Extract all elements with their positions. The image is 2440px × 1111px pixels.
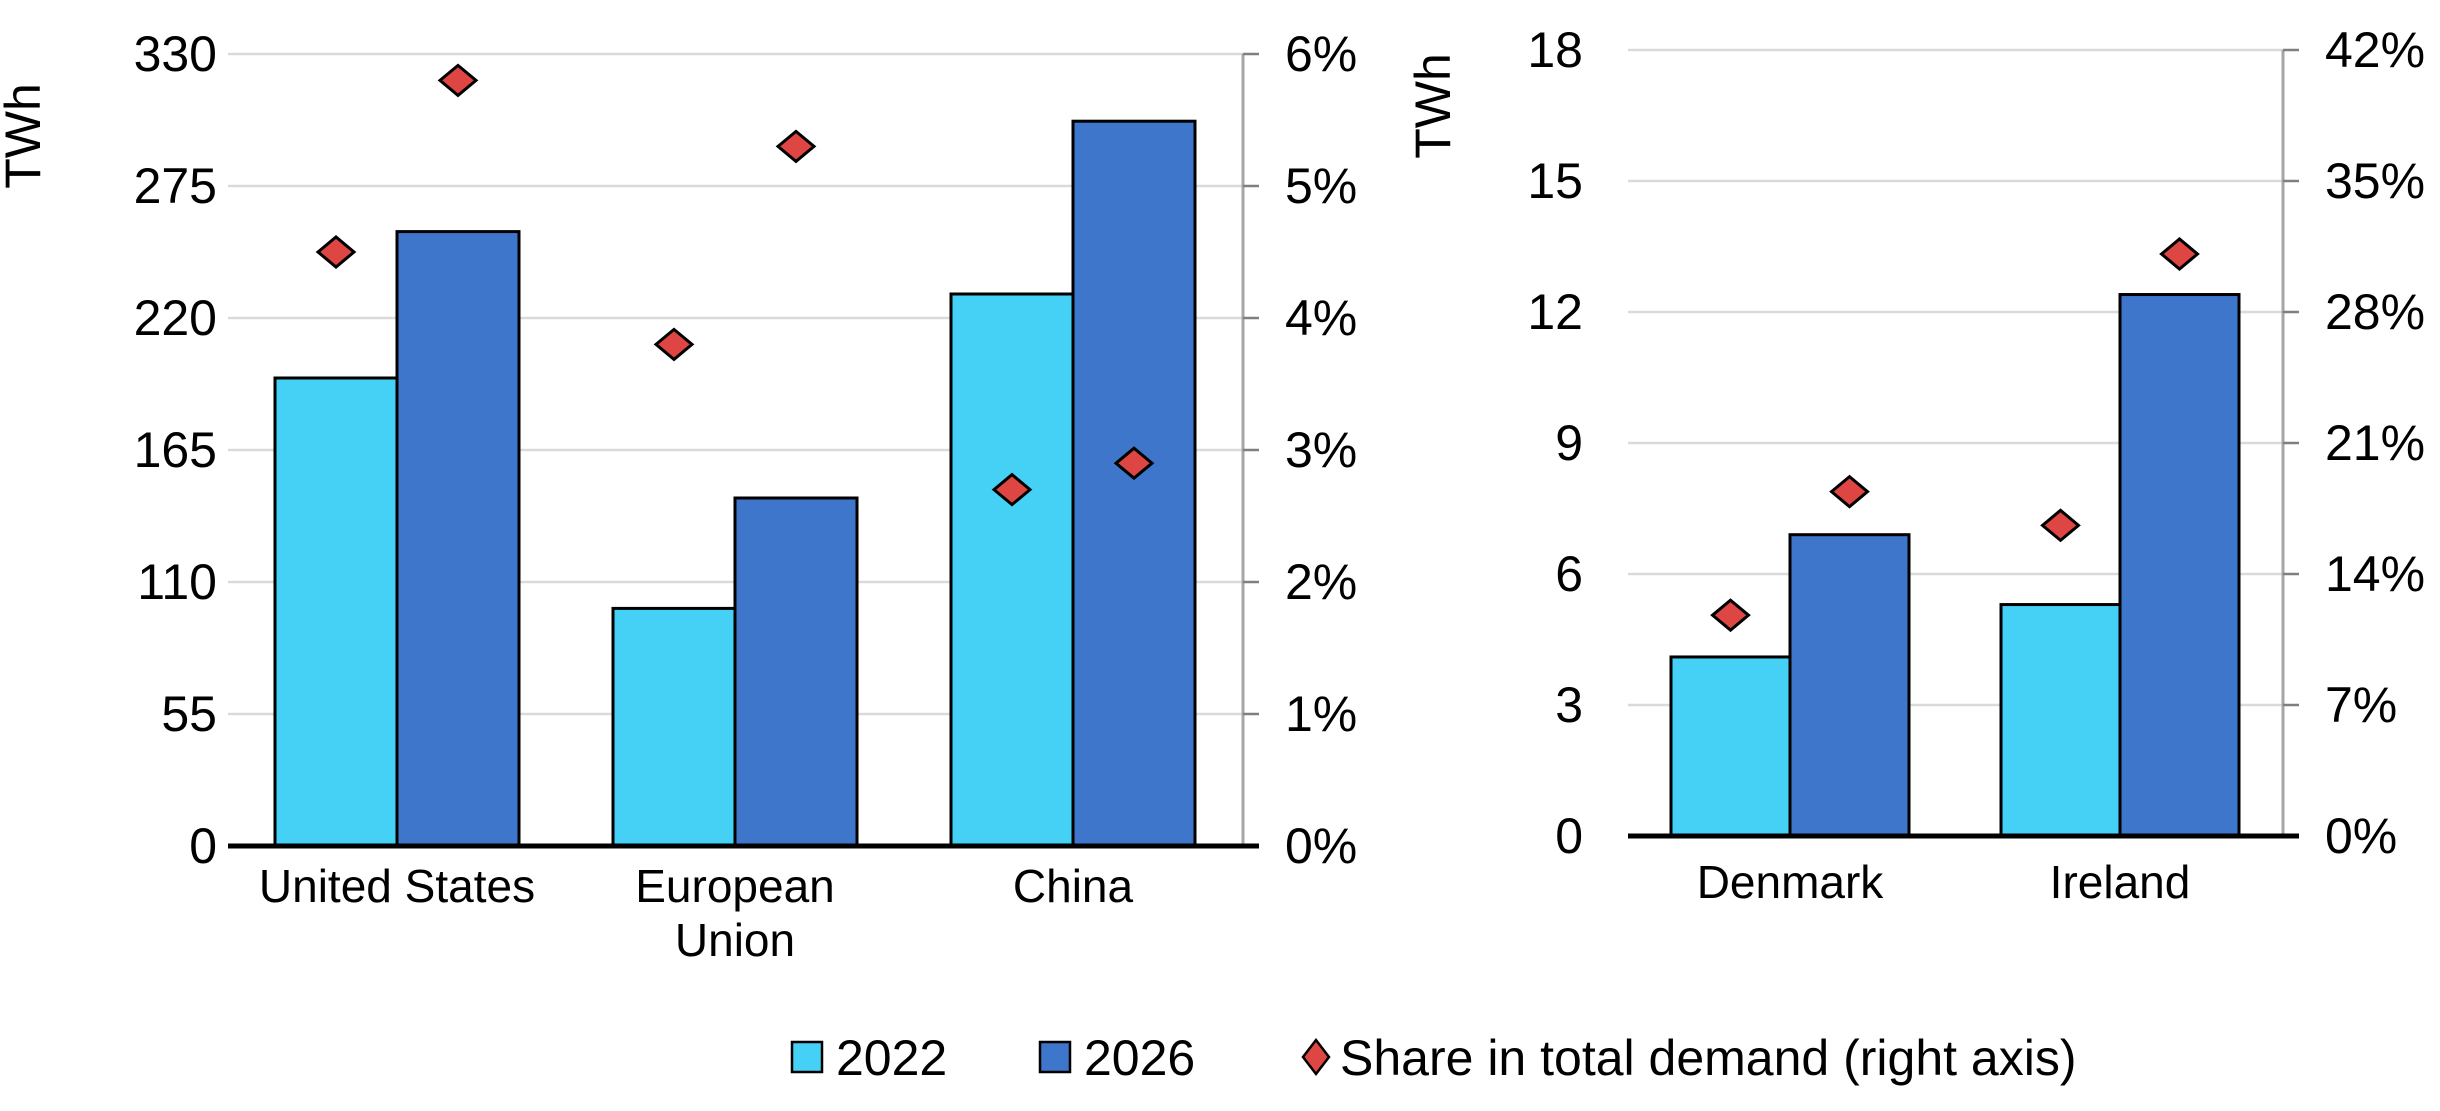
legend-label-2022: 2022 [836,1030,947,1086]
y-left-tick-label: 110 [137,554,217,610]
share-diamond-2026-denmark [1829,474,1870,509]
legend-label-2026: 2026 [1084,1030,1195,1086]
category-label-european-union: European [635,860,835,912]
share-diamond-2026-ireland [2159,237,2200,271]
category-label-denmark: Denmark [1697,856,1885,908]
y-left-tick-label: 0 [1555,808,1583,864]
y-left-tick-label: 9 [1555,415,1583,471]
y-left-tick-label: 165 [134,422,217,478]
y-right-tick-label: 2% [1285,554,1357,610]
y-right-tick-label: 42% [2325,22,2425,78]
y-right-tick-label: 6% [1285,26,1357,82]
bar-2022-european-union [611,606,737,848]
bar-2022-united-states [273,376,399,848]
legend-label-share-in-total-demand-right-ax: Share in total demand (right axis) [1340,1030,2076,1086]
y-left-tick-label: 18 [1527,22,1583,78]
y-right-tick-label: 1% [1285,686,1357,742]
category-label-ireland: Ireland [2050,856,2191,908]
y-axis-title: TWh [1405,53,1461,159]
bar-2022-denmark [1669,655,1792,838]
y-right-tick-label: 14% [2325,546,2425,602]
legend-swatch-2026-icon [1038,1040,1072,1074]
share-diamond-2022-european-union [653,327,695,362]
y-right-tick-label: 28% [2325,284,2425,340]
legend-diamond-icon [1301,1037,1331,1077]
share-diamond-2022-denmark [1710,598,1751,633]
y-right-tick-label: 0% [2325,808,2397,864]
y-left-tick-label: 6 [1555,546,1583,602]
share-diamond-2022-united-states [315,235,357,269]
y-right-tick-label: 35% [2325,153,2425,209]
y-left-tick-label: 220 [134,290,217,346]
y-left-tick-label: 12 [1527,284,1583,340]
category-label-china: China [1013,860,1134,912]
bar-2026-european-union [733,496,859,848]
y-left-tick-label: 3 [1555,677,1583,733]
chart-denmark-ireland: 0 3 6 9 12 15 18 0% 7% 14% 21% 28% 35% 42% TWh Denmark I… [1405,22,2425,908]
share-diamond-2026-china [1113,446,1155,481]
bar-2026-ireland [2118,293,2241,838]
y-left-tick-label: 55 [161,686,217,742]
y-right-tick-label: 3% [1285,422,1357,478]
y-left-tick-label: 0 [189,818,217,874]
legend-swatch-2022-icon [790,1040,824,1074]
bar-2026-china [1071,119,1197,848]
y-right-tick-label: 0% [1285,818,1357,874]
y-right-tick-label: 4% [1285,290,1357,346]
category-label-united-states: United States [259,860,535,912]
share-diamond-2026-european-union [775,129,817,164]
category-label-european-union-line2: Union [675,914,795,966]
y-right-tick-label: 21% [2325,415,2425,471]
y-right-tick-label: 5% [1285,158,1357,214]
bar-2022-china [949,292,1075,848]
y-left-tick-label: 330 [134,26,217,82]
y-axis-title: TWh [0,83,51,189]
legend: 2022 2026 Share in total demand (right axi… [790,1030,2076,1086]
share-diamond-2022-china [991,472,1033,507]
share-diamond-2026-united-states [437,63,479,98]
share-diamond-2022-ireland [2040,508,2081,543]
bar-2026-united-states [395,230,521,848]
chart-united-states-european-union-china: 0 55 110 165 220 275 330 0% 1% 2% 3% 4% 5% 6% TWh Unite… [0,26,1357,966]
bar-2022-ireland [1999,603,2122,838]
y-left-tick-label: 275 [134,158,217,214]
bar-2026-denmark [1788,533,1911,838]
y-left-tick-label: 15 [1527,153,1583,209]
y-right-tick-label: 7% [2325,677,2397,733]
